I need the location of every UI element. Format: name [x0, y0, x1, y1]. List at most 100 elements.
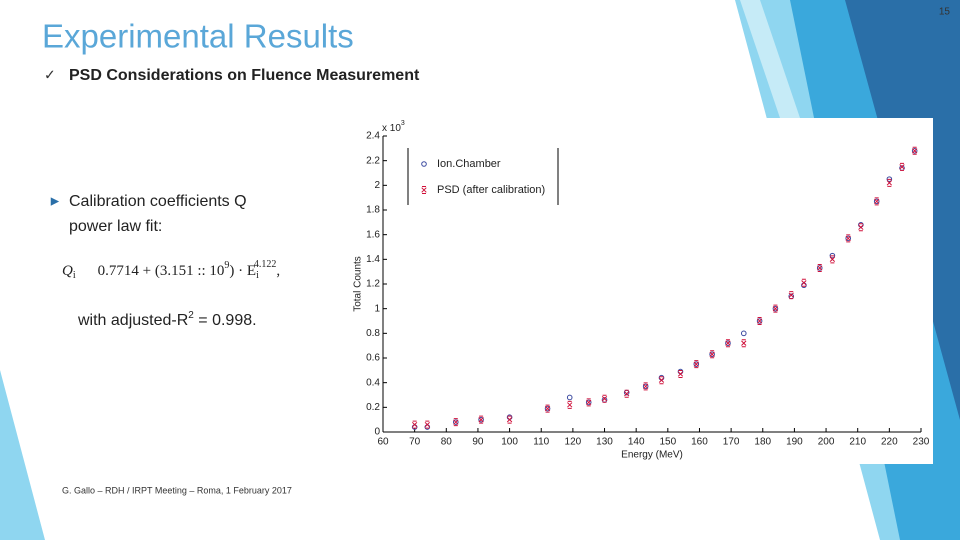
- marker: [544, 404, 551, 413]
- marker: [411, 420, 418, 429]
- x-tick-label: 220: [881, 437, 898, 448]
- marker: [585, 399, 592, 406]
- marker: [709, 350, 715, 359]
- x-tick-label: 130: [596, 437, 613, 448]
- marker: [453, 418, 459, 427]
- marker: [899, 162, 905, 171]
- y-multiplier: x 103: [382, 120, 405, 134]
- r2-part: = 0.998.: [194, 312, 257, 329]
- formula: Qi 0.7714 + (3.151 :: 109) · Ei4.122,: [62, 259, 280, 281]
- marker: [643, 382, 649, 391]
- marker: [567, 400, 573, 409]
- marker: [845, 235, 852, 242]
- formula-part: i: [256, 270, 259, 281]
- x-tick-label: 150: [659, 437, 676, 448]
- r2-part: 2: [188, 310, 194, 321]
- y-multiplier-base: x 10: [382, 123, 401, 134]
- r2-text: with adjusted-R2 = 0.998.: [77, 310, 257, 330]
- marker: [845, 234, 851, 243]
- y-tick-label: 1.2: [366, 279, 380, 290]
- marker: [801, 278, 807, 287]
- formula-part: 4.122: [254, 259, 277, 270]
- marker: [642, 383, 649, 390]
- marker: [772, 304, 779, 313]
- formula-part: ) · E: [229, 263, 256, 279]
- marker: [506, 415, 513, 424]
- x-tick-label: 190: [786, 437, 803, 448]
- y-tick-label: 1.4: [366, 254, 380, 265]
- marker: [601, 394, 608, 403]
- x-tick-label: 210: [849, 437, 866, 448]
- check-icon: ✓: [44, 67, 56, 83]
- marker: [873, 198, 880, 205]
- y-tick-label: 0.4: [366, 377, 380, 388]
- y-tick-label: 2: [374, 180, 380, 191]
- x-tick-label: 140: [628, 437, 645, 448]
- marker: [725, 339, 731, 348]
- x-tick-label: 120: [565, 437, 582, 448]
- marker: [911, 148, 918, 154]
- x-tick-label: 200: [818, 437, 835, 448]
- x-tick-label: 90: [472, 437, 484, 448]
- marker: [740, 330, 747, 337]
- x-tick-label: 60: [377, 437, 389, 448]
- marker: [886, 176, 893, 182]
- x-tick-label: 230: [913, 437, 930, 448]
- marker: [693, 360, 699, 369]
- marker: [756, 317, 763, 325]
- decor: [740, 0, 800, 118]
- y-tick-label: 0.2: [366, 402, 380, 413]
- marker: [756, 318, 763, 324]
- bullet-icon: ►: [48, 193, 62, 209]
- marker: [874, 197, 880, 206]
- marker: [886, 178, 893, 187]
- y-tick-label: 2.2: [366, 155, 380, 166]
- marker: [544, 405, 551, 412]
- page-number: 15: [939, 7, 951, 18]
- marker: [677, 370, 684, 379]
- x-tick-label: 70: [409, 437, 421, 448]
- marker: [725, 340, 731, 347]
- formula-part: 9: [224, 260, 229, 271]
- legend-marker: [421, 161, 427, 167]
- x-tick-label: 160: [691, 437, 708, 448]
- y-tick-label: 1: [374, 303, 380, 314]
- bullet-line: power law fit:: [69, 218, 162, 235]
- marker: [772, 305, 779, 312]
- marker: [788, 291, 794, 300]
- marker: [817, 263, 823, 272]
- formula-part: Q: [62, 263, 73, 279]
- marker: [478, 416, 484, 423]
- formula-part: 0.7714 + (3.151 :: 10: [98, 263, 225, 279]
- y-tick-label: 0: [374, 427, 380, 438]
- plot: 0 0.2 0.4 0.6 0.8 1 1.2 1.4 1.6 1.8 2 2.2 2.4 60 70 80 9…: [366, 131, 930, 448]
- y-tick-label: 0.8: [366, 328, 380, 339]
- marker: [858, 223, 864, 232]
- slide-title: Experimental Results: [42, 18, 354, 55]
- x-tick-label: 80: [441, 437, 453, 448]
- bullet-line: Calibration coefficients Q: [69, 193, 247, 210]
- marker: [566, 394, 573, 401]
- marker: [816, 265, 823, 271]
- x-axis-label: Energy (MeV): [621, 450, 683, 461]
- marker: [424, 420, 430, 429]
- chart-panel: [345, 118, 933, 464]
- y-axis-label: Total Counts: [353, 256, 364, 312]
- x-tick-label: 100: [501, 437, 518, 448]
- marker: [741, 339, 747, 348]
- footer: G. Gallo – RDH / IRPT Meeting – Roma, 1 …: [62, 485, 292, 495]
- marker: [829, 255, 836, 264]
- x-tick-label: 180: [754, 437, 771, 448]
- marker: [693, 361, 700, 367]
- marker: [912, 146, 918, 155]
- marker: [586, 398, 592, 407]
- formula-part: i: [73, 270, 76, 281]
- y-multiplier-exp: 3: [401, 120, 405, 127]
- y-tick-label: 2.4: [366, 131, 380, 142]
- marker: [624, 389, 630, 398]
- marker: [658, 376, 665, 385]
- marker: [452, 419, 459, 425]
- subtitle: PSD Considerations on Fluence Measuremen…: [69, 67, 420, 84]
- y-tick-label: 1.8: [366, 205, 380, 216]
